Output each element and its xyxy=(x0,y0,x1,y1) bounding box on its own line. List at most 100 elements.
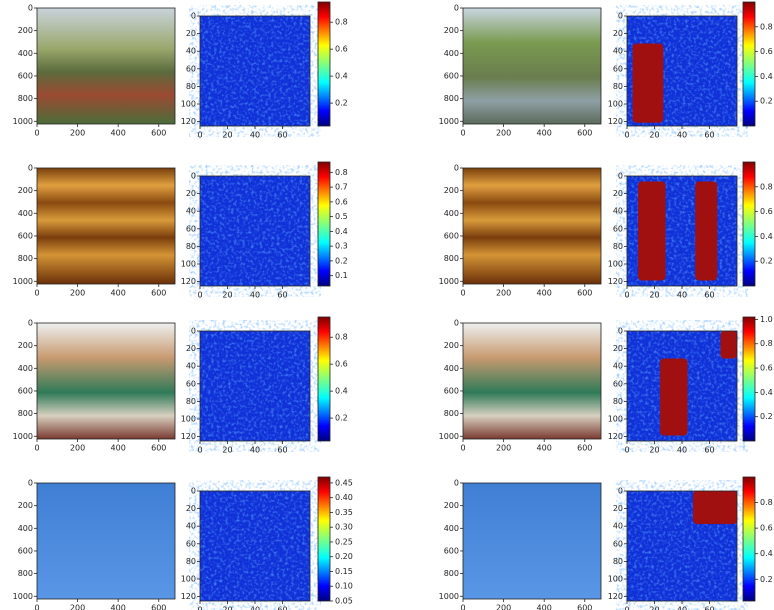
y-tick-label: 1000 xyxy=(13,432,33,441)
y-tick-label: 20 xyxy=(613,29,623,38)
x-tick-label: 0 xyxy=(197,291,202,300)
x-tick-label: 400 xyxy=(537,604,552,610)
y-tick-label: 60 xyxy=(186,224,196,233)
colorbar-tick-label: 0.40 xyxy=(335,493,353,502)
y-tick-label: 600 xyxy=(18,546,33,555)
x-tick-label: 0 xyxy=(34,444,39,453)
colorbar-tick-label: 0.2 xyxy=(760,257,773,266)
colorbar-tick-label: 0.05 xyxy=(335,597,353,606)
y-tick-label: 40 xyxy=(186,522,196,531)
x-tick-label: 40 xyxy=(250,606,260,610)
y-tick-label: 100 xyxy=(181,260,196,269)
x-tick-label: 0 xyxy=(34,129,39,138)
x-tick-label: 40 xyxy=(677,446,687,455)
y-tick-label: 400 xyxy=(444,209,459,218)
x-tick-label: 0 xyxy=(460,604,465,610)
x-tick-label: 0 xyxy=(624,131,629,140)
heatmap-region xyxy=(720,331,737,359)
colorbar-tick-label: 0.4 xyxy=(760,232,773,241)
y-tick-label: 0 xyxy=(454,319,459,328)
colorbar xyxy=(742,161,756,287)
colorbar-tick-label: 0.2 xyxy=(760,575,773,584)
x-tick-label: 0 xyxy=(34,289,39,298)
x-tick-label: 0 xyxy=(34,604,39,610)
y-tick-label: 0 xyxy=(191,327,196,336)
colorbar-tick-label: 0.30 xyxy=(335,523,353,532)
y-tick-label: 800 xyxy=(18,569,33,578)
x-tick-label: 600 xyxy=(577,604,592,610)
y-tick-label: 80 xyxy=(613,242,623,251)
y-tick-label: 80 xyxy=(613,397,623,406)
colorbar-tick-label: 0.45 xyxy=(335,478,353,487)
y-tick-label: 600 xyxy=(18,231,33,240)
x-tick-label: 60 xyxy=(277,606,287,610)
y-tick-label: 100 xyxy=(608,100,623,109)
colorbar xyxy=(742,316,756,442)
y-tick-label: 400 xyxy=(18,209,33,218)
y-tick-label: 600 xyxy=(444,386,459,395)
x-tick-label: 40 xyxy=(250,291,260,300)
y-tick-label: 120 xyxy=(608,432,623,441)
y-tick-label: 0 xyxy=(454,4,459,13)
colorbar-tick-label: 0.25 xyxy=(335,537,353,546)
colorbar-tick-label: 0.5 xyxy=(335,212,348,221)
y-tick-label: 60 xyxy=(613,224,623,233)
x-tick-label: 400 xyxy=(537,444,552,453)
y-tick-label: 20 xyxy=(613,344,623,353)
colorbar-tick-label: 0.8 xyxy=(335,168,348,177)
colorbar-tick-label: 0.2 xyxy=(335,99,348,108)
y-tick-label: 400 xyxy=(444,49,459,58)
colorbar-tick-label: 0.7 xyxy=(335,183,348,192)
colorbar-tick-label: 0.15 xyxy=(335,567,353,576)
colorbar-tick-label: 0.6 xyxy=(760,47,773,56)
x-tick-label: 0 xyxy=(197,606,202,610)
x-tick-label: 200 xyxy=(496,604,511,610)
y-tick-label: 1000 xyxy=(13,117,33,126)
x-tick-label: 0 xyxy=(460,444,465,453)
x-tick-label: 60 xyxy=(277,291,287,300)
x-tick-label: 400 xyxy=(111,129,126,138)
heatmap-texture xyxy=(200,176,310,286)
x-tick-label: 0 xyxy=(624,606,629,610)
y-tick-label: 200 xyxy=(18,341,33,350)
y-tick-label: 100 xyxy=(608,415,623,424)
heatmap-region xyxy=(660,358,688,436)
y-tick-label: 100 xyxy=(608,575,623,584)
colorbar-tick-label: 0.6 xyxy=(760,524,773,533)
x-tick-label: 400 xyxy=(111,604,126,610)
heatmap-region xyxy=(638,181,666,281)
colorbar xyxy=(317,1,331,127)
y-tick-label: 800 xyxy=(444,254,459,263)
colorbar-tick-label: 0.4 xyxy=(335,72,348,81)
x-tick-label: 40 xyxy=(250,446,260,455)
x-tick-label: 400 xyxy=(111,444,126,453)
y-tick-label: 60 xyxy=(613,379,623,388)
y-tick-label: 80 xyxy=(613,557,623,566)
y-tick-label: 60 xyxy=(186,379,196,388)
photo xyxy=(462,7,602,125)
y-tick-label: 60 xyxy=(613,539,623,548)
y-tick-label: 600 xyxy=(444,231,459,240)
x-tick-label: 60 xyxy=(277,446,287,455)
y-tick-label: 800 xyxy=(18,254,33,263)
y-tick-label: 400 xyxy=(18,524,33,533)
colorbar xyxy=(317,476,331,602)
x-tick-label: 200 xyxy=(70,604,85,610)
x-tick-label: 60 xyxy=(704,291,714,300)
y-tick-label: 100 xyxy=(181,100,196,109)
y-tick-label: 600 xyxy=(444,71,459,80)
x-tick-label: 600 xyxy=(151,289,166,298)
colorbar-tick-label: 0.6 xyxy=(760,364,773,373)
colorbar-tick-label: 0.2 xyxy=(760,97,773,106)
y-tick-label: 200 xyxy=(18,26,33,35)
colorbar-tick-label: 0.20 xyxy=(335,552,353,561)
colorbar-tick-label: 0.4 xyxy=(760,549,773,558)
y-tick-label: 60 xyxy=(613,64,623,73)
x-tick-label: 60 xyxy=(277,131,287,140)
photo xyxy=(36,482,176,600)
y-tick-label: 200 xyxy=(444,501,459,510)
colorbar xyxy=(317,316,331,442)
colorbar-tick-label: 0.2 xyxy=(335,256,348,265)
heatmap-texture xyxy=(200,16,310,126)
